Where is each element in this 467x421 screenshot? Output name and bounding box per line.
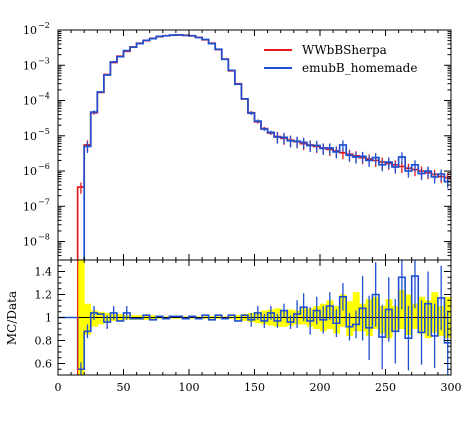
y-tick-label: 1.4 [35,266,53,279]
y-tick-label: 10 [23,130,37,143]
y-tick-label: 0.6 [35,358,53,371]
band-bin [411,303,419,329]
y-tick-exponent: −4 [38,92,50,101]
ratio-series-emubb-homemade [58,260,451,375]
legend-label-wwbbsherpa: WWbBSherpa [302,43,387,57]
y-tick-label: 0.8 [35,335,53,348]
main-y-axis: 10−810−710−610−510−410−310−2 [23,21,451,261]
y-tick-label: 10 [23,59,37,72]
ratio-x-axis: 0 50 100 150 200 250 300 [55,260,462,394]
ratio-y-axis-label: MC/Data [5,291,19,345]
x-tick-label: 250 [375,381,396,394]
band-bin [280,310,288,327]
y-tick-label: 10 [23,165,37,178]
y-tick-label: 10 [23,200,37,213]
ratio-panel: 0 50 100 150 200 250 300 0.6 0.8 1 1.2 1.4 MC/Data [5,259,462,394]
series-line [83,33,451,260]
ratio-line [58,275,451,371]
x-tick-label: 200 [310,381,331,394]
series-emubb-homemade [83,33,451,260]
y-tick-label: 10 [23,24,37,37]
ratio-plot-area [58,260,452,375]
y-tick-label: 10 [23,236,37,249]
x-tick-label: 50 [117,381,131,394]
y-tick-exponent: −2 [38,21,50,30]
y-tick-label: 1.2 [35,289,53,302]
main-panel: 10−810−710−610−510−410−310−2 WWbBSherpa … [23,21,452,261]
x-tick-label: 300 [441,381,462,394]
y-tick-exponent: −5 [38,127,50,136]
legend: WWbBSherpa emubB_homemade [264,43,417,75]
main-plot-area [76,33,451,260]
legend-label-emubb-homemade: emubB_homemade [302,61,417,75]
y-tick-exponent: −8 [38,233,50,242]
band-bin [97,311,105,325]
x-tick-label: 0 [55,381,62,394]
ratio-y-axis: 0.6 0.8 1 1.2 1.4 [35,265,451,371]
y-tick-label: 10 [23,95,37,108]
x-tick-label: 150 [244,381,265,394]
y-tick-exponent: −3 [38,56,50,65]
y-tick-label: 1 [45,312,52,325]
band-bin [84,303,92,335]
y-tick-exponent: −7 [38,197,50,206]
x-tick-label: 100 [179,381,200,394]
y-tick-exponent: −6 [38,162,50,171]
